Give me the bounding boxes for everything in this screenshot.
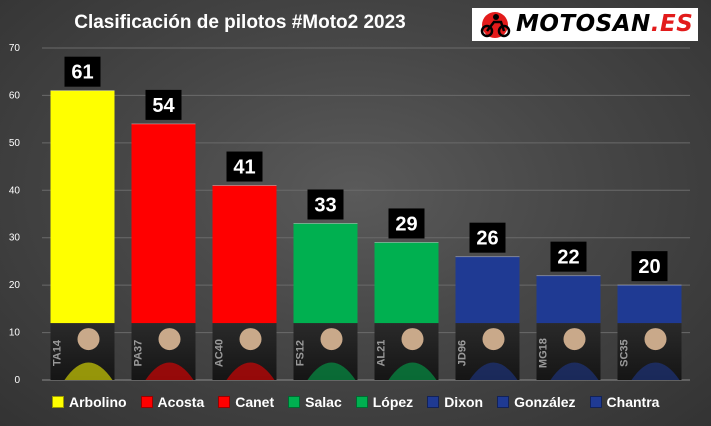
legend-label: González <box>514 394 576 410</box>
rider-suit-icon <box>469 362 518 380</box>
value-label: 26 <box>476 228 498 250</box>
chart-title: Clasificación de pilotos #Moto2 2023 <box>74 12 406 33</box>
bar-acosta: PA37 54 <box>131 89 196 380</box>
value-label: 22 <box>557 247 579 269</box>
y-tick-label: 60 <box>9 90 21 101</box>
legend-swatch <box>140 396 153 408</box>
y-tick-label: 10 <box>9 328 21 339</box>
rider-avatar-icon <box>239 328 262 351</box>
value-label: 54 <box>152 95 175 117</box>
motosan-logo: MOTOSAN.ES <box>472 8 698 41</box>
legend-label: Acosta <box>157 394 205 410</box>
rider-code: FS12 <box>295 340 307 366</box>
value-label: 20 <box>638 256 660 278</box>
y-tick-label: 20 <box>9 280 21 291</box>
rider-code: SC35 <box>619 339 631 367</box>
value-label-box <box>631 251 668 282</box>
legend-label: Canet <box>235 394 275 410</box>
rider-suit-icon <box>226 362 275 380</box>
legend-swatch <box>589 396 602 408</box>
value-label-box <box>226 151 263 182</box>
y-tick-label: 70 <box>9 43 21 54</box>
rider-avatar-icon <box>644 328 667 351</box>
legend-item: Arbolino <box>52 394 127 410</box>
legend-swatch <box>497 396 510 408</box>
rider-code: AL21 <box>376 340 388 367</box>
bar-gonzález: MG18 22 <box>536 241 601 380</box>
rider-suit-icon <box>145 362 194 380</box>
logo-wordmark: MOTOSAN.ES <box>516 11 694 37</box>
legend-item: Canet <box>218 394 274 410</box>
legend-item: Dixon <box>427 394 483 410</box>
rider-suit-icon <box>550 362 599 380</box>
legend-swatch <box>288 396 301 408</box>
legend-label: Chantra <box>606 394 660 410</box>
rider-suit-icon <box>307 362 356 380</box>
rider-suit-icon <box>64 362 113 380</box>
value-label-box <box>307 189 344 220</box>
rider-avatar-icon <box>482 328 505 351</box>
rider-code: MG18 <box>538 338 550 368</box>
value-label-box <box>388 208 425 239</box>
bars: TA14 61 PA37 54 AC40 41 FS12 33 AL21 29 JD96 26 MG18… <box>50 56 682 380</box>
rider-code: PA37 <box>133 340 145 367</box>
value-label: 61 <box>71 62 93 84</box>
bar-canet: AC40 41 <box>212 151 277 380</box>
legend: Arbolino Acosta Canet Salac López Dixon Gonzál… <box>52 393 692 411</box>
y-tick-label: 50 <box>9 138 21 149</box>
rider-code: JD96 <box>457 340 469 366</box>
y-tick-label: 30 <box>9 233 21 244</box>
value-label: 29 <box>395 213 417 235</box>
legend-item: Chantra <box>589 394 660 410</box>
rider-avatar-icon <box>77 328 100 351</box>
rider-avatar-icon <box>320 328 343 351</box>
bar-salac: FS12 33 <box>293 189 358 380</box>
value-label: 41 <box>233 157 255 179</box>
y-tick-label: 40 <box>9 185 21 196</box>
legend-label: Salac <box>305 394 342 410</box>
rider-avatar-icon <box>401 328 424 351</box>
y-axis: 0 10 20 30 40 50 60 70 <box>9 43 21 386</box>
value-label-box <box>469 222 506 253</box>
rider-code: AC40 <box>214 339 226 367</box>
y-tick-label: 0 <box>14 375 20 386</box>
bar-lópez: AL21 29 <box>374 208 439 380</box>
legend-item: Acosta <box>140 394 205 410</box>
legend-item: Salac <box>288 394 342 410</box>
legend-swatch <box>52 396 64 408</box>
legend-swatch <box>427 396 440 408</box>
value-label-box <box>550 241 587 272</box>
value-label-box <box>64 56 101 87</box>
bar-chantra: SC35 20 <box>617 251 682 380</box>
legend-swatch <box>355 396 368 408</box>
rider-suit-icon <box>388 362 437 380</box>
legend-label: López <box>372 394 414 410</box>
rider-code: TA14 <box>52 339 64 366</box>
value-label-box <box>145 89 182 120</box>
legend-swatch <box>218 396 231 408</box>
bar-arbolino: TA14 61 <box>50 56 115 380</box>
rider-avatar-icon <box>158 328 181 351</box>
bar-dixon: JD96 26 <box>455 222 520 380</box>
value-label: 33 <box>314 194 336 216</box>
motorcycle-icon <box>480 12 511 38</box>
legend-label: Arbolino <box>69 394 127 410</box>
legend-label: Dixon <box>444 394 484 410</box>
rider-avatar-icon <box>563 328 586 351</box>
legend-item: López <box>355 394 414 410</box>
rider-suit-icon <box>631 362 680 380</box>
legend-item: González <box>497 394 576 410</box>
